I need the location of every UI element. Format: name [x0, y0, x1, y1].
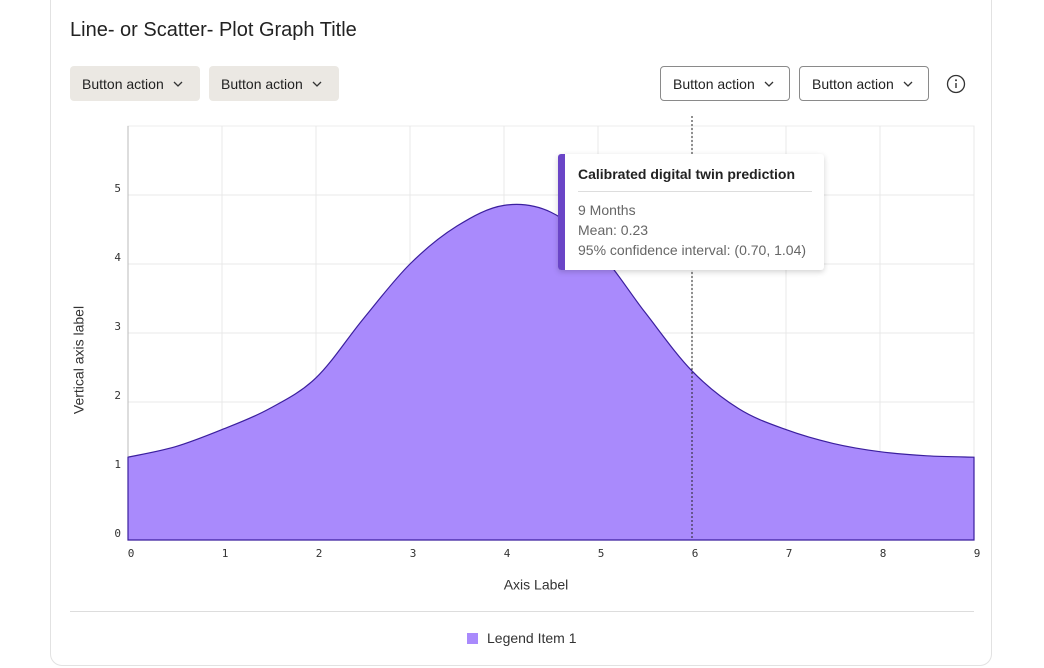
x-tick-label: 7 — [786, 547, 793, 560]
tooltip-line: Mean: 0.23 — [578, 222, 649, 238]
y-tick-label: 4 — [114, 251, 121, 264]
filter-button[interactable]: Button action — [209, 66, 339, 101]
y-tick-label: 5 — [114, 182, 121, 195]
title: Line- or Scatter- Plot Graph Title — [70, 19, 357, 41]
legend: Legend Item 1 — [467, 630, 577, 646]
x-tick-label: 0 — [128, 547, 135, 560]
y-tick-label: 3 — [114, 320, 121, 333]
x-tick-label: 4 — [504, 547, 511, 560]
action-button[interactable]: Button action — [660, 66, 790, 101]
action-button[interactable]: Button action — [799, 66, 929, 101]
y-axis-label: Vertical axis label — [71, 306, 87, 414]
legend-swatch — [467, 632, 478, 644]
button-label: Button action — [673, 75, 755, 92]
button-label: Button action — [82, 75, 164, 92]
info-icon[interactable] — [946, 74, 966, 94]
chevron — [903, 81, 913, 87]
chevron — [173, 81, 183, 87]
tooltip-accent — [558, 154, 565, 270]
x-axis-label: Axis Label — [504, 577, 569, 593]
chevron — [312, 81, 322, 87]
x-tick-label: 5 — [598, 547, 605, 560]
x-tick-label: 9 — [974, 547, 981, 560]
filter-button[interactable]: Button action — [70, 66, 200, 101]
x-tick-label: 2 — [316, 547, 323, 560]
tooltip: Calibrated digital twin prediction 9 Mon… — [558, 154, 824, 270]
tooltip-title: Calibrated digital twin prediction — [578, 166, 796, 182]
tooltip-line: 95% confidence interval: (0.70, 1.04) — [578, 242, 807, 258]
x-tick-label: 1 — [222, 547, 229, 560]
chevron — [764, 81, 774, 87]
x-tick-label: 6 — [692, 547, 699, 560]
y-tick-label: 0 — [114, 527, 121, 540]
x-tick-label: 3 — [410, 547, 417, 560]
area — [127, 203, 975, 541]
card — [50, 0, 992, 666]
y-tick-label: 1 — [114, 458, 121, 471]
divider — [70, 611, 974, 612]
legend-label: Legend Item 1 — [487, 630, 577, 646]
button-label: Button action — [812, 75, 894, 92]
y-tick-label: 2 — [114, 389, 121, 402]
tooltip-separator — [578, 191, 812, 192]
button-label: Button action — [221, 75, 303, 92]
tooltip-line: 9 Months — [578, 202, 636, 218]
x-tick-label: 8 — [880, 547, 887, 560]
